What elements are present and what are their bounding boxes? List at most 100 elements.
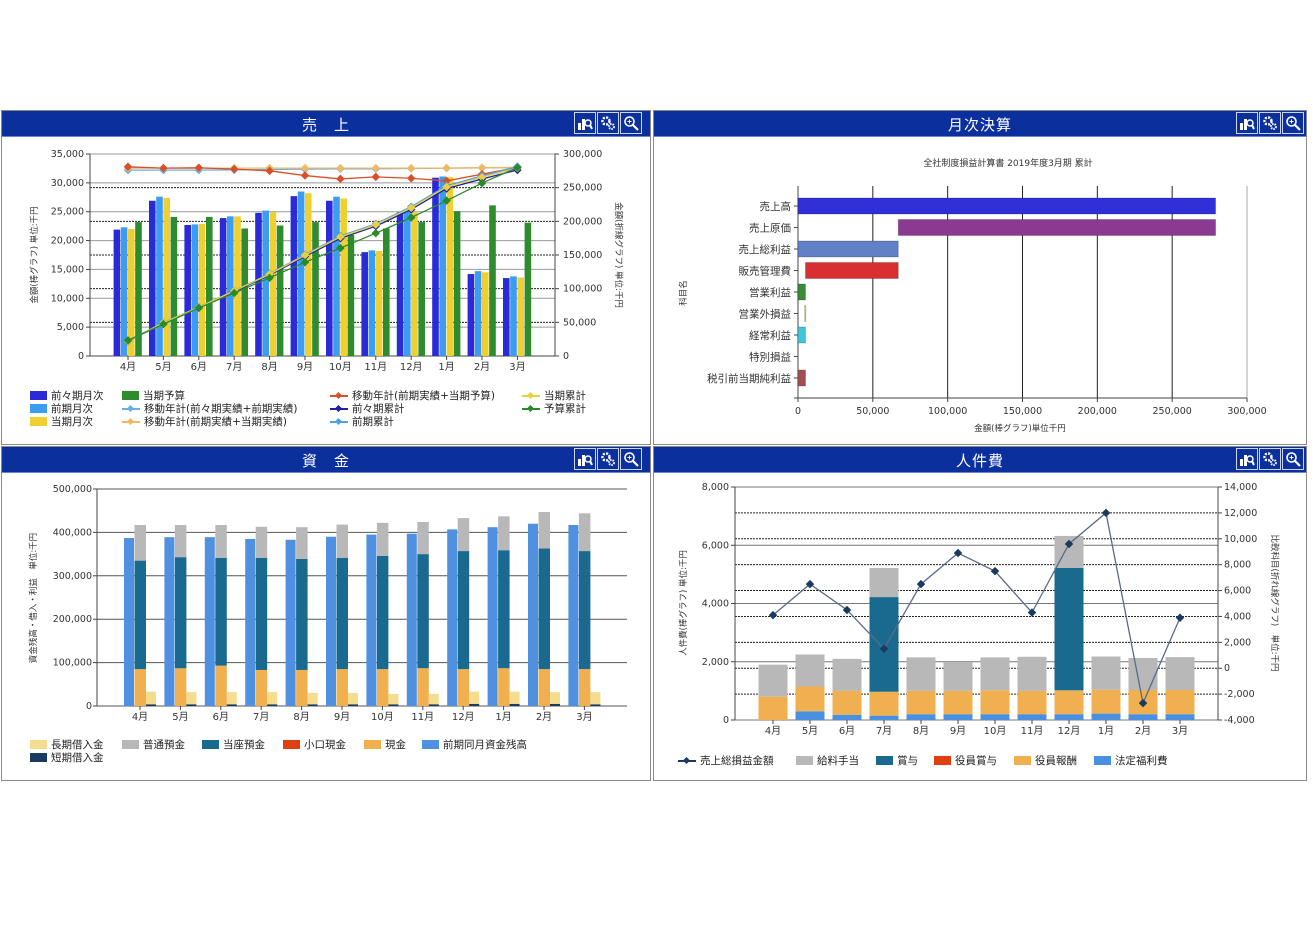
- y-right-tick-label: -4,000: [1224, 715, 1255, 726]
- bar: [404, 210, 411, 356]
- bar: [510, 276, 517, 356]
- bar-segment: [457, 669, 470, 706]
- chart-type-icon: [578, 119, 593, 130]
- legend-item[interactable]: 短期借入金: [30, 750, 104, 765]
- legend-item[interactable]: 前期同月資金残高: [422, 737, 527, 752]
- bar-segment: [348, 704, 358, 706]
- legend-item[interactable]: 当期予算: [122, 388, 185, 403]
- legend-item[interactable]: 前々期月次: [30, 388, 104, 403]
- x-tick-label: 6月: [839, 725, 855, 737]
- y-axis-title: 科目名: [678, 280, 689, 306]
- legend-item[interactable]: 小口現金: [283, 737, 346, 752]
- legend-item[interactable]: 法定福利費: [1094, 753, 1168, 768]
- bar: [503, 278, 510, 356]
- legend-item[interactable]: 予算累計: [522, 401, 586, 416]
- legend-item[interactable]: 現金: [364, 737, 406, 752]
- series-line: [127, 166, 518, 341]
- bar-segment: [906, 714, 936, 720]
- legend-item[interactable]: 当座預金: [202, 737, 265, 752]
- zoom-button[interactable]: [1282, 112, 1304, 134]
- line-marker: [1175, 613, 1185, 622]
- panel-header: 月次決算: [654, 111, 1306, 137]
- legend-item[interactable]: 前々期累計: [330, 401, 405, 416]
- bar: [467, 274, 475, 356]
- bar: [524, 222, 532, 356]
- y-left-tick-label: 30,000: [51, 178, 84, 189]
- legend-item[interactable]: 役員賞与: [934, 753, 997, 768]
- legend-item[interactable]: 長期借入金: [30, 737, 104, 752]
- bar: [184, 224, 191, 356]
- chart-type-button[interactable]: [574, 448, 596, 470]
- bar: [797, 240, 899, 258]
- bar-segment: [590, 692, 601, 705]
- x-tick-label: 10月: [371, 711, 394, 723]
- legend-label: 移動年計(前期実績+当期実績): [144, 416, 287, 428]
- zoom-button[interactable]: [620, 448, 642, 470]
- bar-segment: [590, 704, 601, 706]
- line-marker: [842, 605, 852, 615]
- legend-item[interactable]: 前期月次: [30, 401, 93, 416]
- legend-item[interactable]: 移動年計(前期実績+当期予算): [330, 388, 495, 403]
- legend-item[interactable]: 前期累計: [330, 414, 394, 429]
- y-left-tick-label: 20,000: [51, 236, 84, 247]
- legend-item[interactable]: 給料手当: [796, 753, 859, 768]
- bar: [396, 212, 404, 356]
- x-tick-label: 10月: [984, 725, 1007, 737]
- chart-type-button[interactable]: [1236, 448, 1258, 470]
- panel-title: 売 上: [301, 116, 350, 134]
- y-right-axis-title: 比較科目(折れ線グラフ) 単位:千円: [1269, 535, 1280, 672]
- x-tick-label: 12月: [400, 361, 423, 373]
- legend-item[interactable]: 普通預金: [122, 737, 185, 752]
- zoom-in-icon: [624, 452, 639, 467]
- sales-panel: 売 上 0 50,000 100,000 150,000 200,000 250,000 3…: [1, 110, 651, 445]
- bar-segment: [1165, 714, 1195, 720]
- bar-segment: [550, 692, 560, 704]
- y-category-label: 営業外損益: [739, 308, 792, 321]
- x-tick-label: 8月: [293, 711, 309, 723]
- bar-segment: [226, 704, 237, 706]
- bar-segment: [267, 704, 278, 706]
- bar-segment: [204, 537, 215, 706]
- legend-swatch: [283, 740, 300, 749]
- bar: [368, 250, 376, 356]
- line-marker: [300, 163, 310, 173]
- settings-button[interactable]: [597, 448, 619, 470]
- settings-button[interactable]: [597, 112, 619, 134]
- x-tick-label: 50,000: [856, 406, 889, 417]
- bar-segment: [758, 664, 788, 697]
- bar-segment: [406, 533, 417, 706]
- chart-type-button[interactable]: [574, 112, 596, 134]
- x-tick-label: 7月: [253, 711, 269, 723]
- series-line: [772, 511, 1181, 706]
- legend-item[interactable]: 移動年計(前々期実績+前期実績): [122, 401, 298, 416]
- y-category-label: 売上原価: [749, 222, 791, 235]
- legend-item[interactable]: 当期月次: [30, 414, 93, 429]
- settings-button[interactable]: [1259, 112, 1281, 134]
- legend-item[interactable]: 売上総損益金額: [678, 753, 774, 768]
- y-left-tick-label: 0: [78, 351, 84, 362]
- x-tick-label: 250,000: [1153, 406, 1192, 417]
- x-tick-label: 3月: [576, 711, 592, 723]
- x-tick-label: 11月: [1021, 725, 1044, 737]
- zoom-button[interactable]: [620, 112, 642, 134]
- zoom-button[interactable]: [1282, 448, 1304, 470]
- legend-item[interactable]: 移動年計(前期実績+当期実績): [122, 414, 287, 429]
- bar-segment: [255, 526, 268, 559]
- y-right-tick-label: -2,000: [1224, 689, 1255, 700]
- bar: [797, 197, 1217, 215]
- bar: [383, 228, 390, 356]
- line-marker: [442, 163, 451, 173]
- bar-segment: [795, 654, 825, 687]
- bar-segment: [255, 669, 268, 706]
- legend-item[interactable]: 当期累計: [522, 388, 586, 403]
- settings-button[interactable]: [1259, 448, 1281, 470]
- legend-line-marker-icon: [330, 391, 348, 400]
- y-right-tick-label: 250,000: [563, 183, 602, 194]
- bar-segment: [943, 714, 973, 720]
- legend-item[interactable]: 賞与: [876, 753, 918, 768]
- chart-type-button[interactable]: [1236, 112, 1258, 134]
- legend-line-marker-icon: [122, 404, 140, 413]
- bar: [305, 193, 312, 356]
- chart-type-icon: [1240, 455, 1255, 466]
- legend-item[interactable]: 役員報酬: [1014, 753, 1077, 768]
